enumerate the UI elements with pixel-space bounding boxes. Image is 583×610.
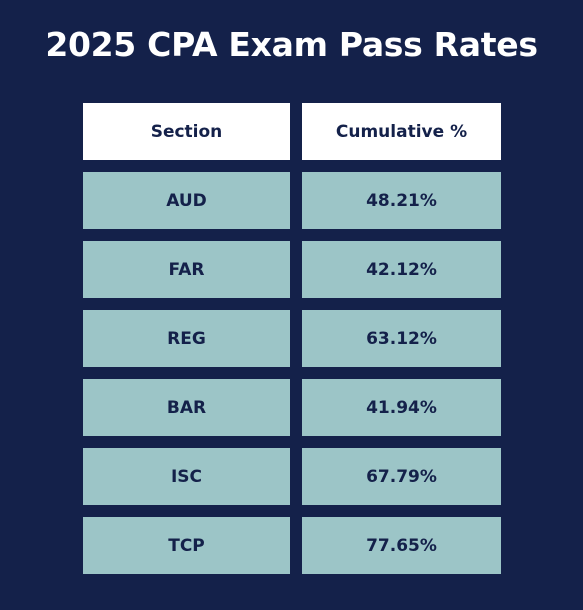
row-section-cell: TCP: [83, 517, 290, 574]
header-cumulative: Cumulative %: [302, 103, 501, 160]
row-section-cell: REG: [83, 310, 290, 367]
row-rate-cell: 42.12%: [302, 241, 501, 298]
row-section-cell: ISC: [83, 448, 290, 505]
row-rate-cell: 63.12%: [302, 310, 501, 367]
row-rate-cell: 41.94%: [302, 379, 501, 436]
row-section-cell: BAR: [83, 379, 290, 436]
row-rate-cell: 77.65%: [302, 517, 501, 574]
row-section-cell: FAR: [83, 241, 290, 298]
row-section-cell: AUD: [83, 172, 290, 229]
page-title: 2025 CPA Exam Pass Rates: [45, 25, 538, 64]
header-section: Section: [83, 103, 290, 160]
row-rate-cell: 67.79%: [302, 448, 501, 505]
row-rate-cell: 48.21%: [302, 172, 501, 229]
